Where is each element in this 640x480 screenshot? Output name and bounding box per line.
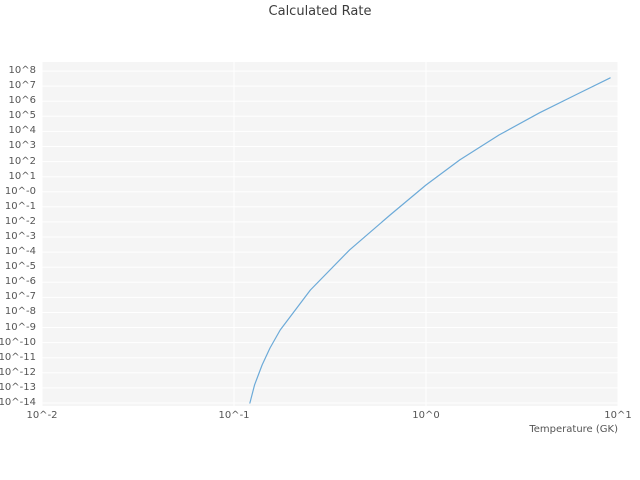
y-tick-label: 10^6 [8,95,36,107]
y-tick-label: 10^5 [8,110,36,122]
y-tick-label: 10^-10 [0,336,36,348]
y-tick-label: 10^-0 [4,185,36,197]
chart-title: Calculated Rate [268,4,372,19]
y-tick-label: 10^-1 [4,200,36,212]
y-tick-label: 10^-4 [4,246,36,258]
y-tick-label: 10^-5 [4,261,36,273]
y-tick-label: 10^-13 [0,381,36,393]
x-tick-label: 10^-1 [218,410,250,421]
rate-curve-svg [42,62,618,406]
y-tick-label: 10^-9 [4,321,36,333]
y-tick-label: 10^-12 [0,366,36,378]
y-tick-label: 10^8 [8,65,36,77]
x-tick-label: 10^1 [604,410,632,421]
y-tick-label: 10^3 [8,140,36,152]
y-tick-label: 10^-3 [4,231,36,243]
y-tick-label: 10^-11 [0,351,36,363]
y-tick-label: 10^-14 [0,396,36,408]
x-axis-label: Temperature (GK) [529,424,618,435]
y-tick-label: 10^1 [8,170,36,182]
y-tick-label: 10^2 [8,155,36,167]
y-tick-label: 10^7 [8,80,36,92]
y-tick-label: 10^-7 [4,291,36,303]
x-tick-label: 10^-2 [26,410,58,421]
y-tick-label: 10^-2 [4,215,36,227]
rate-curve [249,77,611,404]
y-tick-label: 10^-8 [4,306,36,318]
y-tick-label: 10^-6 [4,276,36,288]
plot-area [42,62,618,406]
y-tick-label: 10^4 [8,125,36,137]
x-tick-label: 10^0 [412,410,440,421]
